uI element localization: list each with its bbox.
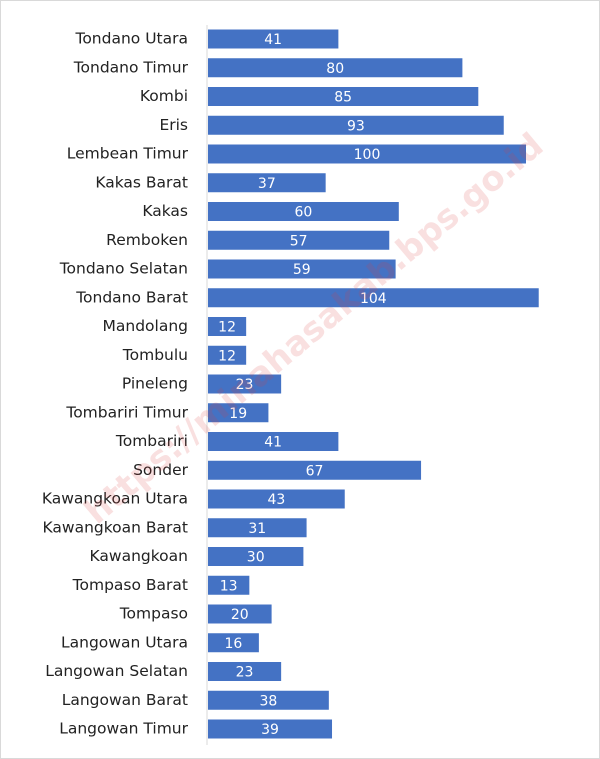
value-label: 12 (218, 320, 236, 336)
bar (208, 58, 463, 78)
bar (208, 259, 396, 279)
bar (208, 633, 259, 653)
value-label: 60 (294, 205, 312, 221)
value-label: 37 (258, 176, 276, 192)
bar (208, 29, 339, 49)
value-label: 104 (360, 291, 387, 307)
value-label: 30 (247, 550, 265, 566)
category-label: Tondano Selatan (59, 260, 188, 278)
value-label: 39 (261, 722, 279, 738)
category-label: Kakas Barat (95, 173, 188, 191)
category-label: Tondano Timur (73, 58, 189, 76)
bar (208, 460, 422, 480)
category-label: Tondano Barat (75, 288, 188, 306)
bar (208, 690, 329, 710)
category-label: Tombariri (115, 432, 188, 450)
value-label: 80 (326, 61, 344, 77)
bar (208, 345, 247, 365)
value-label: 16 (225, 636, 243, 652)
bar (208, 317, 247, 336)
bar (208, 662, 282, 681)
category-label: Langowan Timur (59, 720, 188, 738)
category-label: Tombariri Timur (65, 403, 188, 421)
category-label: Kombi (140, 87, 188, 105)
bars: Tondano Utara 41 Tondano Timur 80 Kombi 85 Eri… (42, 29, 539, 739)
value-label: 13 (220, 578, 238, 594)
bar (208, 604, 272, 624)
value-label: 38 (260, 693, 278, 709)
bar (208, 87, 479, 106)
category-label: Tompaso Barat (72, 576, 188, 594)
value-label: 31 (248, 521, 266, 537)
bar (208, 575, 250, 595)
bar (208, 374, 282, 394)
category-label: Kawangkoan Barat (43, 518, 188, 536)
category-label: Tondano Utara (74, 30, 188, 48)
value-label: 20 (231, 607, 249, 623)
value-label: 85 (334, 90, 352, 106)
bar (208, 144, 526, 164)
category-label: Lembean Timur (67, 145, 189, 163)
category-label: Sonder (133, 461, 189, 479)
value-label: 19 (229, 406, 247, 422)
category-label: Pineleng (122, 375, 188, 393)
bar (208, 719, 333, 739)
value-label: 100 (354, 147, 381, 163)
value-label: 67 (306, 463, 324, 479)
value-label: 23 (236, 665, 254, 681)
category-label: Kawangkoan Utara (42, 490, 188, 508)
category-label: Tombulu (122, 346, 188, 364)
category-label: Remboken (106, 231, 188, 249)
bar (208, 547, 304, 566)
bar (208, 230, 390, 250)
category-label: Kakas (142, 202, 188, 220)
value-label: 93 (347, 118, 365, 134)
bar (208, 489, 345, 509)
value-label: 12 (218, 348, 236, 364)
category-label: Mandolang (103, 317, 189, 335)
bar (208, 173, 326, 193)
bar (208, 115, 504, 135)
bar (208, 518, 307, 538)
category-label: Eris (159, 116, 188, 134)
value-label: 41 (264, 435, 282, 451)
value-label: 23 (236, 377, 254, 393)
value-label: 43 (267, 492, 285, 508)
category-label: Langowan Selatan (45, 662, 188, 680)
bar (208, 432, 339, 451)
value-label: 41 (264, 32, 282, 48)
bar (208, 288, 539, 308)
category-label: Kawangkoan (90, 547, 188, 565)
category-label: Langowan Barat (62, 691, 188, 709)
category-label: Langowan Utara (61, 633, 188, 651)
bar (208, 403, 269, 423)
bar (208, 202, 399, 221)
value-label: 59 (293, 262, 311, 278)
category-label: Tompaso (119, 605, 188, 623)
value-label: 57 (290, 233, 308, 249)
